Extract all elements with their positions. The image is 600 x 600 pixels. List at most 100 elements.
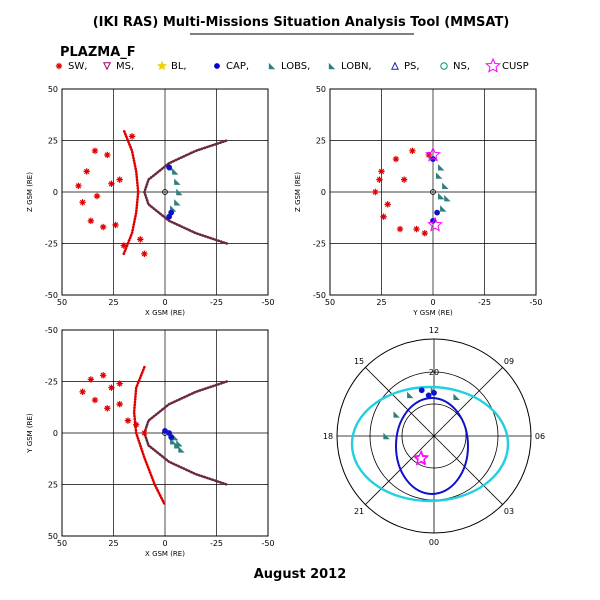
sw-point [108,384,115,391]
lobs-point [383,432,390,440]
cap-point [166,164,172,171]
magnetopause-curve [143,139,229,245]
lobs-point [438,164,445,171]
y-tick-label: 25 [316,137,326,146]
polar-spoke [433,367,503,437]
legend-entry-label: NS, [453,61,470,72]
x-tick-label: 50 [57,298,67,307]
x-tick-label: 50 [325,298,335,307]
bow-shock-curve [132,365,167,507]
mlt-label: 06 [535,432,545,441]
lobs-point [174,199,181,206]
x-tick-label: -25 [210,298,223,307]
polar-spoke [365,367,435,437]
lobs-point [176,188,183,196]
up-triangle-icon [390,61,400,70]
legend-entry-label: LOBN, [341,61,372,72]
sw-point [421,230,428,237]
y-tick-label: -25 [45,240,58,249]
bow-shock-curve [122,128,140,256]
lobs-point [407,391,414,399]
sw-point [83,168,90,175]
lobs-point [176,440,183,447]
cusp-point [427,216,443,232]
x-tick-label: -50 [261,539,274,548]
sw-point [112,221,119,229]
radial-label: 20 [429,368,439,377]
sw-point [132,421,140,428]
sw-point [91,396,99,404]
sw-point [116,400,123,408]
filled-triangle-icon [268,62,276,70]
sw-point [128,133,136,140]
cusp-point [413,449,430,465]
panel-polar: 12 09 06 03 00 21 18 15 20 [323,326,545,547]
asterisk-icon [55,62,63,70]
mlt-label: 12 [429,326,439,335]
lobs-point [440,205,447,212]
cap-point [418,387,425,394]
y-tick-label: 25 [48,137,58,146]
sw-point [93,192,101,200]
sw-point [380,213,387,220]
mlt-label: 09 [504,357,514,366]
star-icon [157,60,167,71]
legend-entry-label: SW, [68,61,87,72]
sw-point [384,201,391,208]
lobs-point [442,182,449,190]
legend-entry-label: CUSP [502,61,529,72]
x-tick-label: 25 [376,298,386,307]
sw-point [79,388,86,395]
filled-circle-icon [214,63,220,69]
lobs-point [393,411,400,418]
outline-star-icon [485,57,501,73]
sw-point [413,225,420,233]
sw-point [108,180,115,187]
y-tick-label: -25 [313,240,326,249]
lobs-point [444,194,451,202]
earth-icon [430,189,436,195]
y-tick-label: 25 [48,481,58,490]
sw-point [87,217,95,225]
sw-point [392,155,400,163]
sw-point [124,417,132,424]
y-tick-label: -50 [45,291,58,300]
sw-point [75,182,82,190]
cap-point [162,428,168,434]
sw-point [137,236,144,243]
lobs-point [172,433,179,441]
lobs-point [178,446,185,453]
sw-point [104,151,111,159]
lobs-point [174,178,181,185]
lobs-point [453,393,460,400]
legend-entry-label: LOBS, [281,61,310,72]
cap-point [168,209,175,216]
sw-point [100,372,107,379]
x-tick-label: 0 [430,298,435,307]
mlt-label: 00 [429,538,439,547]
sw-point [104,405,111,412]
legend-entry-label: PS, [404,61,420,72]
legend: SW, MS, BL, CAP, LOBS, LOBN, PS, NS, CUSP [55,57,529,73]
x-tick-label: 25 [108,298,118,307]
mlt-label: 18 [323,432,333,441]
x-tick-label: 0 [162,539,167,548]
sw-point [79,199,86,206]
y-tick-label: 0 [53,188,58,197]
sw-point [372,188,379,196]
y-tick-label: 0 [321,188,326,197]
y-tick-label: 0 [53,429,58,438]
oval-inner [395,397,469,495]
date-label: August 2012 [254,567,347,582]
y-axis-label: Z GSM (RE) [26,172,34,212]
lobs-point [435,172,443,179]
sw-point [116,176,123,183]
y-tick-label: 50 [48,85,58,94]
y-tick-label: -50 [313,291,326,300]
x-tick-label: 0 [162,298,167,307]
sw-point [396,225,404,233]
earth-icon [162,189,168,195]
mlt-label: 15 [354,357,364,366]
y-tick-label: -50 [45,326,58,335]
